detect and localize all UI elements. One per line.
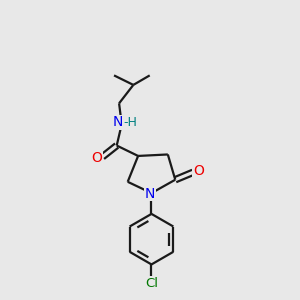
Text: Cl: Cl bbox=[145, 277, 158, 290]
Text: N: N bbox=[145, 187, 155, 201]
Text: O: O bbox=[193, 164, 204, 178]
Text: -H: -H bbox=[123, 116, 137, 129]
Text: O: O bbox=[92, 151, 103, 165]
Text: N: N bbox=[112, 116, 123, 129]
